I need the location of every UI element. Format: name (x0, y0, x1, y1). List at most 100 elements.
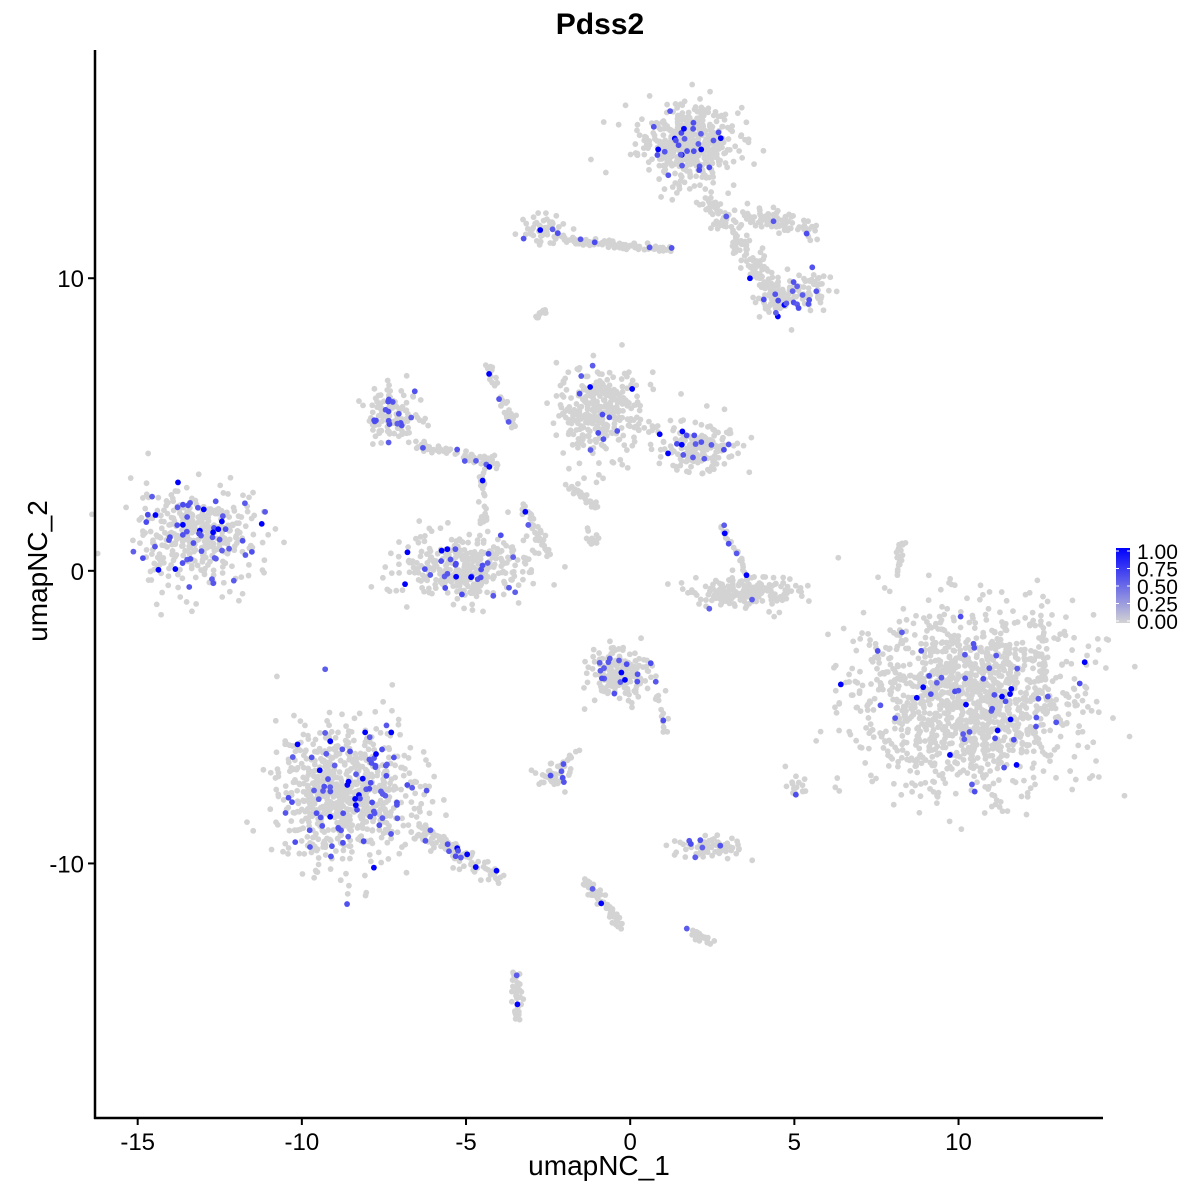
cell-point (1069, 786, 1076, 793)
cell-point (741, 586, 748, 593)
cell-point (649, 369, 656, 376)
cell-point (957, 769, 963, 776)
cell-point (765, 292, 772, 299)
cell-point (962, 681, 969, 688)
cell-point (188, 565, 195, 572)
cell-point (156, 551, 163, 558)
cell-point (227, 474, 234, 481)
cell-point (579, 432, 586, 438)
cell-point (708, 837, 715, 843)
cell-point (1010, 741, 1016, 748)
cell-point (914, 756, 921, 763)
cell-point (566, 417, 573, 423)
cell-point (1011, 620, 1018, 626)
cell-point (862, 760, 869, 766)
cell-point (899, 732, 906, 739)
cell-point (631, 424, 638, 431)
cell-point (425, 422, 432, 429)
cell-point (543, 547, 550, 554)
cell-point (678, 579, 685, 586)
cell-point (425, 444, 432, 451)
cell-point (703, 435, 709, 442)
cell-point (963, 717, 970, 724)
cell-point (950, 614, 957, 621)
cell-point (335, 729, 341, 736)
cell-point (985, 747, 992, 753)
cell-point (914, 725, 920, 732)
cell-point (832, 662, 839, 669)
cell-point (633, 243, 640, 250)
cell-point (939, 603, 945, 610)
cell-point (520, 216, 526, 223)
cell-point (980, 633, 987, 640)
cell-point (792, 582, 799, 589)
cell-point (725, 190, 732, 197)
cell-point (575, 412, 582, 419)
cell-point (968, 695, 974, 702)
cell-point (509, 544, 516, 550)
cell-point (857, 668, 863, 675)
cell-point (486, 376, 493, 383)
cell-point (248, 515, 255, 522)
cell-point (540, 779, 547, 786)
cell-point (461, 546, 468, 553)
cell-point (693, 173, 699, 180)
cell-point (697, 445, 704, 452)
cell-point (443, 578, 450, 584)
cell-point (386, 588, 393, 595)
chart-title: Pdss2 (555, 8, 645, 41)
cell-point (867, 699, 874, 706)
cell-point (285, 756, 292, 763)
cell-point (1065, 701, 1072, 708)
cell-point (730, 584, 736, 591)
cell-point (789, 779, 796, 786)
cell-point (498, 402, 504, 409)
cell-point (746, 583, 753, 590)
cell-point (1027, 679, 1034, 686)
cell-point (775, 274, 781, 281)
cell-point (398, 786, 404, 793)
cell-point (310, 741, 317, 748)
cell-point (508, 576, 514, 583)
cell-point (876, 660, 883, 666)
cell-point (1020, 715, 1026, 722)
cell-point (642, 677, 649, 684)
cell-point (894, 704, 901, 711)
cell-point (710, 179, 717, 186)
cell-point (1053, 774, 1059, 781)
cell-point (764, 587, 771, 594)
cell-point (722, 160, 729, 166)
cell-point (1034, 577, 1041, 584)
cell-point (1080, 709, 1086, 716)
cell-point (218, 507, 225, 514)
cell-point (784, 590, 791, 596)
cell-point (991, 629, 998, 636)
cell-point (250, 531, 257, 538)
cell-point (705, 109, 712, 116)
cell-point (376, 430, 383, 437)
cell-point (624, 687, 631, 693)
cell-point (362, 766, 369, 773)
cell-point (205, 514, 212, 521)
cell-point (465, 539, 472, 546)
cell-point (989, 718, 996, 725)
cell-point (186, 543, 193, 550)
cell-point (1024, 697, 1031, 704)
cell-point (942, 677, 949, 684)
cell-point (683, 458, 690, 465)
cell-point (151, 560, 158, 567)
cell-point (452, 451, 459, 458)
cell-point (1024, 728, 1031, 735)
cell-point (478, 454, 485, 461)
cell-point (631, 434, 637, 441)
cell-point (759, 245, 766, 252)
cell-point (306, 803, 313, 810)
cell-point (756, 205, 763, 212)
cell-point (632, 657, 639, 664)
cell-point (979, 657, 985, 664)
cell-point (768, 269, 775, 276)
cell-point (300, 774, 307, 781)
cell-point (1093, 758, 1099, 764)
cell-point (738, 104, 745, 111)
cell-point (388, 835, 395, 842)
